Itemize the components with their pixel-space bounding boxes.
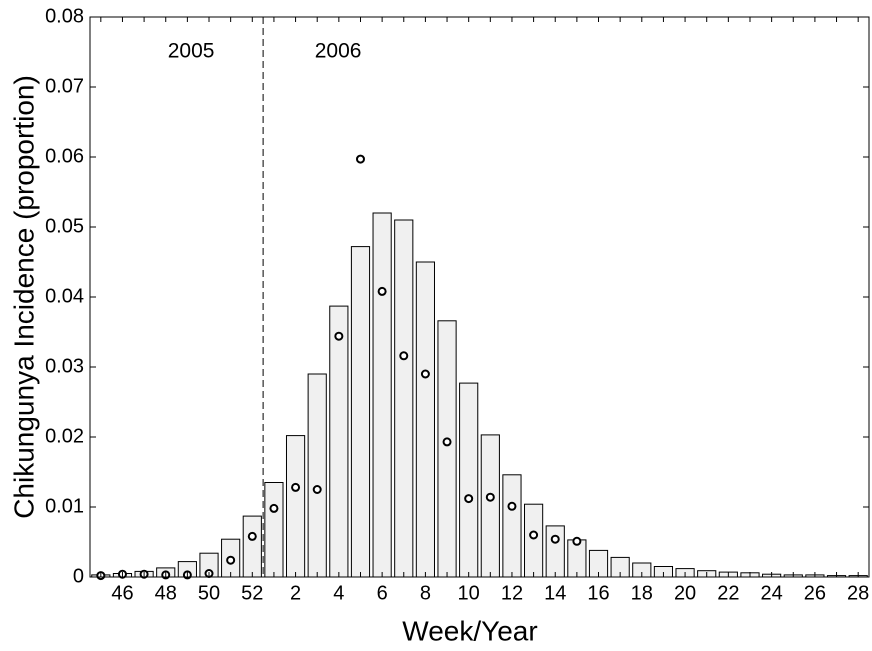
bar xyxy=(285,435,306,578)
bar xyxy=(502,474,522,578)
bar xyxy=(350,246,371,578)
x-tick-label: 6 xyxy=(377,582,388,604)
bar xyxy=(415,261,435,578)
y-tick-label: 0.05 xyxy=(45,215,84,237)
data-point xyxy=(572,536,582,546)
x-tick-label: 48 xyxy=(155,582,177,604)
plot-frame xyxy=(89,16,870,578)
x-tick-label: 20 xyxy=(674,582,696,604)
x-tick-label: 14 xyxy=(544,582,566,604)
bar xyxy=(329,305,349,578)
x-tick-label: 24 xyxy=(761,582,783,604)
data-point xyxy=(247,531,257,541)
x-tick-label: 46 xyxy=(111,582,133,604)
data-point xyxy=(399,351,409,361)
bar xyxy=(307,373,327,578)
data-point xyxy=(464,494,474,504)
y-tick-label: 0.07 xyxy=(45,75,84,97)
y-tick-label: 0.02 xyxy=(45,425,84,447)
data-point xyxy=(269,503,279,513)
data-point xyxy=(355,154,365,164)
bar xyxy=(459,382,479,578)
y-tick-label: 0.01 xyxy=(45,495,84,517)
x-tick-label: 10 xyxy=(458,582,480,604)
data-point xyxy=(377,286,387,296)
x-tick-label: 12 xyxy=(501,582,523,604)
x-tick-label: 22 xyxy=(717,582,739,604)
data-point xyxy=(529,530,539,540)
data-point xyxy=(334,331,344,341)
bar xyxy=(372,212,392,578)
y-tick-label: 0 xyxy=(73,565,84,587)
bar xyxy=(524,503,544,578)
x-tick-label: 50 xyxy=(198,582,220,604)
x-tick-label: 16 xyxy=(587,582,609,604)
bar xyxy=(242,515,262,578)
data-point xyxy=(420,369,430,379)
bar xyxy=(264,482,284,578)
data-point xyxy=(312,485,322,494)
annotation: 2005 xyxy=(168,40,215,63)
x-tick-label: 2 xyxy=(290,582,301,604)
data-point xyxy=(550,534,560,544)
data-point xyxy=(226,555,236,565)
bar xyxy=(480,434,500,578)
annotation: 2006 xyxy=(315,40,362,63)
data-point xyxy=(442,437,452,447)
x-tick-label: 8 xyxy=(420,582,431,604)
y-tick-label: 0.08 xyxy=(45,5,84,27)
bar xyxy=(394,219,414,578)
x-tick-label: 18 xyxy=(631,582,653,604)
data-point xyxy=(485,492,495,502)
y-tick-label: 0.06 xyxy=(45,145,84,167)
data-point xyxy=(291,482,301,492)
x-tick-label: 4 xyxy=(333,582,344,604)
x-tick-label: 52 xyxy=(241,582,263,604)
y-tick-label: 0.03 xyxy=(45,355,84,377)
y-axis-title: Chikungunya Incidence (proportion) xyxy=(8,75,39,519)
y-tick-label: 0.04 xyxy=(45,285,84,307)
data-point xyxy=(507,501,517,511)
x-tick-label: 26 xyxy=(804,582,826,604)
bar xyxy=(437,320,457,578)
x-axis-title: Week/Year xyxy=(402,615,537,646)
bar xyxy=(545,525,565,578)
x-tick-label: 28 xyxy=(847,582,869,604)
